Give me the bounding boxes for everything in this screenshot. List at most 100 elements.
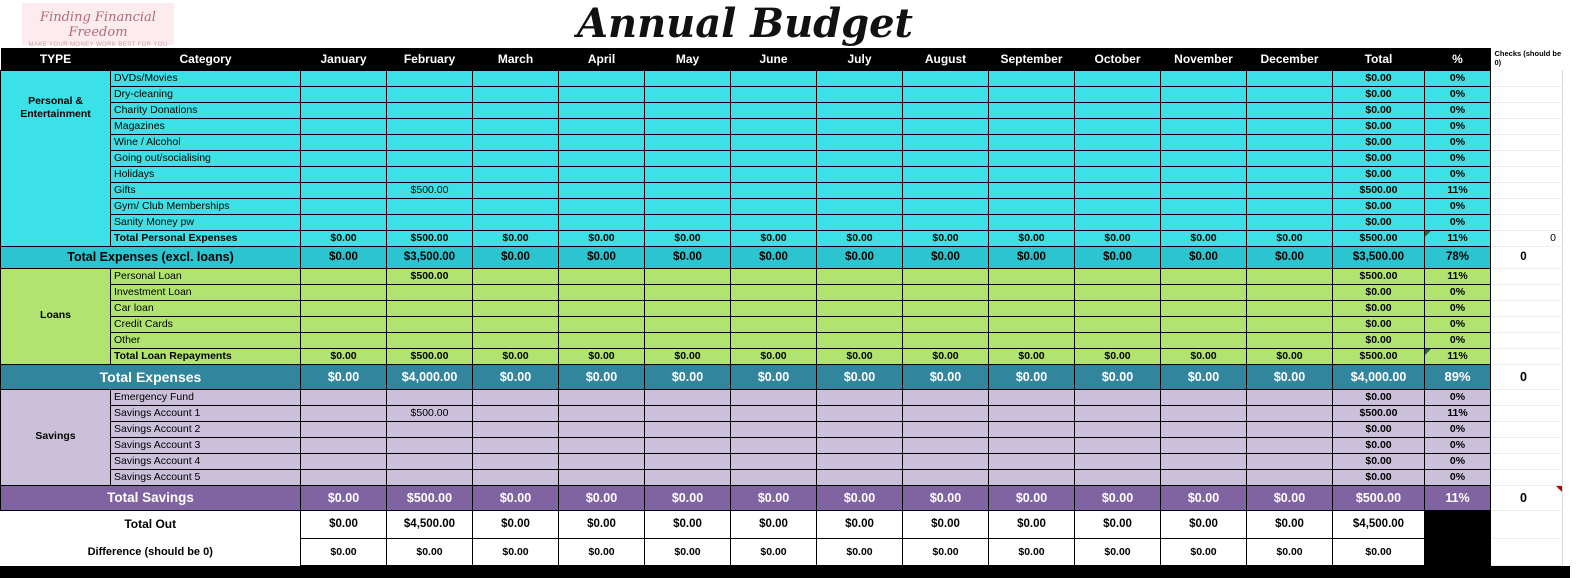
month-cell[interactable] <box>644 133 731 151</box>
col-header-month-june[interactable]: June <box>730 48 817 70</box>
month-cell[interactable] <box>558 133 645 151</box>
check-cell[interactable] <box>1490 421 1563 438</box>
month-cell[interactable] <box>644 299 731 317</box>
total-cell[interactable]: $0.00 <box>1332 452 1425 470</box>
month-cell[interactable] <box>300 299 387 317</box>
month-cell[interactable]: $500.00 <box>386 347 473 365</box>
month-cell[interactable] <box>1160 69 1247 87</box>
month-cell[interactable] <box>472 181 559 199</box>
month-cell[interactable] <box>472 213 559 231</box>
col-header-total[interactable]: Total <box>1332 48 1425 70</box>
month-cell[interactable] <box>386 165 473 183</box>
month-cell[interactable] <box>1160 85 1247 103</box>
month-cell[interactable] <box>988 267 1075 285</box>
month-cell[interactable] <box>1160 468 1247 486</box>
percent-cell[interactable]: 11% <box>1424 404 1491 422</box>
month-cell[interactable] <box>300 267 387 285</box>
month-cell[interactable] <box>386 69 473 87</box>
percent-cell[interactable]: 0% <box>1424 283 1491 301</box>
check-cell[interactable] <box>1490 332 1563 349</box>
month-cell[interactable] <box>902 436 989 454</box>
month-cell[interactable] <box>1246 149 1333 167</box>
month-cell[interactable] <box>730 331 817 349</box>
check-cell[interactable] <box>1490 70 1563 87</box>
month-cell[interactable] <box>1074 283 1161 301</box>
month-cell[interactable] <box>300 283 387 301</box>
month-cell[interactable] <box>300 404 387 422</box>
month-cell[interactable] <box>988 133 1075 151</box>
total-cell[interactable]: $0.00 <box>1332 101 1425 119</box>
month-cell[interactable] <box>988 197 1075 215</box>
month-cell[interactable]: $0.00 <box>1074 229 1161 247</box>
total-cell[interactable]: $0.00 <box>1332 436 1425 454</box>
month-cell[interactable] <box>902 331 989 349</box>
percent-cell[interactable]: 0% <box>1424 101 1491 119</box>
category-cell[interactable]: Other <box>110 331 301 349</box>
category-cell[interactable]: Total Loan Repayments <box>110 347 301 365</box>
month-cell[interactable] <box>472 388 559 406</box>
check-cell[interactable] <box>1490 214 1563 231</box>
total-cell[interactable]: $0.00 <box>1332 537 1425 566</box>
percent-cell[interactable] <box>1424 509 1491 539</box>
percent-cell[interactable]: 0% <box>1424 388 1491 406</box>
percent-cell[interactable]: 0% <box>1424 69 1491 87</box>
month-cell[interactable] <box>1246 69 1333 87</box>
month-cell[interactable] <box>472 149 559 167</box>
month-cell[interactable] <box>386 436 473 454</box>
month-cell[interactable] <box>386 197 473 215</box>
col-header-type[interactable]: TYPE <box>0 48 111 70</box>
month-cell[interactable] <box>558 117 645 135</box>
category-cell[interactable]: DVDs/Movies <box>110 69 301 87</box>
month-cell[interactable] <box>902 149 989 167</box>
percent-cell[interactable]: 0% <box>1424 420 1491 438</box>
month-cell[interactable] <box>386 315 473 333</box>
month-cell[interactable] <box>1246 331 1333 349</box>
month-cell[interactable]: $0.00 <box>300 537 387 566</box>
month-cell[interactable] <box>816 197 903 215</box>
col-header-month-march[interactable]: March <box>472 48 559 70</box>
month-cell[interactable]: $0.00 <box>386 537 473 566</box>
month-cell[interactable]: $0.00 <box>1160 537 1247 566</box>
category-cell[interactable]: Savings Account 4 <box>110 452 301 470</box>
month-cell[interactable] <box>1246 452 1333 470</box>
month-cell[interactable]: $0.00 <box>1074 484 1161 511</box>
total-cell[interactable]: $0.00 <box>1332 388 1425 406</box>
col-header-month-november[interactable]: November <box>1160 48 1247 70</box>
month-cell[interactable] <box>1074 117 1161 135</box>
percent-cell[interactable]: 0% <box>1424 436 1491 454</box>
category-cell[interactable]: Holidays <box>110 165 301 183</box>
check-cell[interactable] <box>1490 150 1563 167</box>
month-cell[interactable]: $0.00 <box>300 509 387 539</box>
month-cell[interactable]: $0.00 <box>988 229 1075 247</box>
month-cell[interactable] <box>472 420 559 438</box>
month-cell[interactable] <box>300 133 387 151</box>
month-cell[interactable] <box>558 331 645 349</box>
month-cell[interactable] <box>1160 404 1247 422</box>
band-label-total-savings[interactable]: Total Savings <box>0 484 301 511</box>
month-cell[interactable]: $0.00 <box>300 347 387 365</box>
check-cell[interactable] <box>1490 86 1563 103</box>
total-cell[interactable]: $4,500.00 <box>1332 509 1425 539</box>
check-cell[interactable] <box>1490 348 1563 365</box>
month-cell[interactable] <box>472 101 559 119</box>
check-cell[interactable]: 0 <box>1490 485 1563 511</box>
month-cell[interactable]: $0.00 <box>1074 347 1161 365</box>
percent-cell[interactable]: 78% <box>1424 245 1491 269</box>
percent-cell[interactable]: 0% <box>1424 213 1491 231</box>
month-cell[interactable] <box>816 315 903 333</box>
month-cell[interactable] <box>1160 165 1247 183</box>
band-label-difference[interactable]: Difference (should be 0) <box>0 538 301 565</box>
month-cell[interactable] <box>816 133 903 151</box>
category-cell[interactable]: Gifts <box>110 181 301 199</box>
col-header-month-february[interactable]: February <box>386 48 473 70</box>
month-cell[interactable] <box>472 133 559 151</box>
month-cell[interactable]: $0.00 <box>472 537 559 566</box>
total-cell[interactable]: $0.00 <box>1332 331 1425 349</box>
month-cell[interactable] <box>1160 452 1247 470</box>
month-cell[interactable] <box>730 436 817 454</box>
col-header-checks[interactable]: Checks (should be 0) <box>1490 48 1563 70</box>
month-cell[interactable] <box>300 315 387 333</box>
month-cell[interactable] <box>386 283 473 301</box>
month-cell[interactable] <box>300 101 387 119</box>
month-cell[interactable] <box>558 299 645 317</box>
